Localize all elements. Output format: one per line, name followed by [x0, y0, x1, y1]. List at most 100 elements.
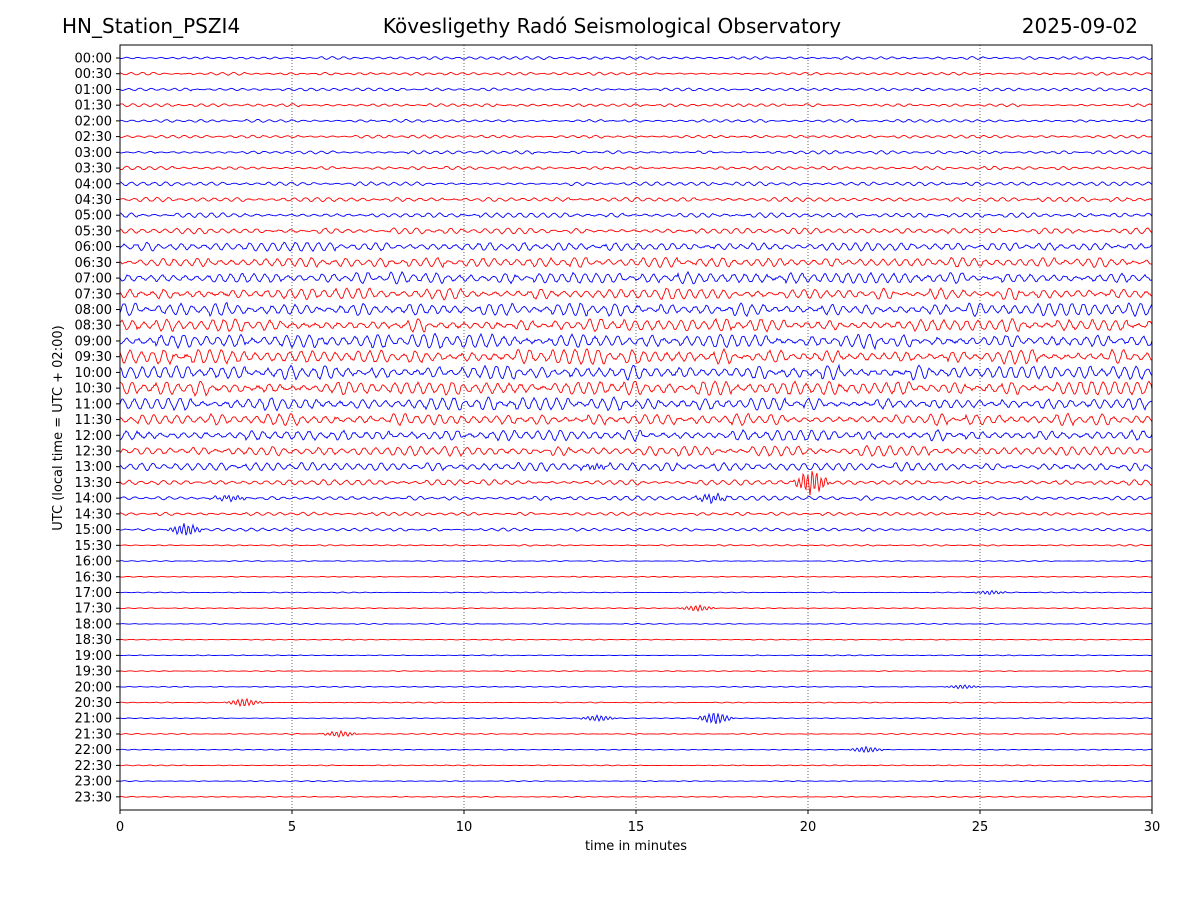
record-date: 2025-09-02	[1021, 14, 1138, 38]
y-tick-label: 17:00	[75, 586, 112, 601]
trace-0130	[119, 103, 1153, 108]
trace-layer	[119, 56, 1153, 798]
trace-1130	[119, 412, 1153, 427]
trace-0030	[119, 71, 1153, 76]
y-tick-label: 05:30	[75, 224, 112, 239]
trace-0300	[119, 149, 1153, 155]
y-tick-label: 09:00	[75, 334, 112, 349]
x-tick-label: 10	[456, 820, 473, 835]
trace-2100	[119, 712, 1152, 725]
y-tick-label: 08:30	[75, 319, 112, 334]
y-tick-label: 06:00	[75, 240, 112, 255]
trace-2300	[119, 780, 1153, 783]
trace-1030	[119, 380, 1153, 397]
trace-0630	[119, 256, 1153, 269]
y-tick-label: 10:00	[75, 366, 112, 381]
y-tick-label: 22:00	[75, 743, 112, 758]
y-tick-label: 12:30	[75, 445, 112, 460]
trace-1900	[119, 654, 1152, 657]
x-tick-label: 15	[628, 820, 645, 835]
y-tick-label: 23:30	[75, 790, 112, 805]
trace-0230	[119, 134, 1152, 139]
y-tick-label: 13:30	[75, 476, 112, 491]
trace-0330	[120, 165, 1152, 171]
y-tick-labels: 00:0000:3001:0001:3002:0002:3003:0003:30…	[75, 52, 120, 805]
trace-0100	[119, 87, 1153, 92]
trace-1600	[120, 560, 1153, 562]
trace-0500	[119, 212, 1153, 219]
y-tick-label: 04:00	[75, 177, 112, 192]
x-tick-label: 30	[1144, 820, 1161, 835]
y-tick-label: 05:00	[75, 209, 112, 224]
trace-1830	[119, 638, 1152, 641]
trace-0530	[119, 227, 1153, 235]
y-tick-label: 10:30	[75, 382, 112, 397]
y-tick-label: 14:30	[75, 507, 112, 522]
trace-0430	[119, 196, 1153, 203]
y-tick-label: 13:00	[75, 460, 112, 475]
y-tick-label: 11:00	[75, 397, 112, 412]
y-tick-label: 16:30	[75, 570, 112, 585]
trace-1200	[119, 428, 1153, 442]
trace-2130	[120, 729, 1153, 738]
y-tick-label: 18:00	[75, 617, 112, 632]
y-tick-label: 06:30	[75, 256, 112, 271]
y-tick-label: 20:00	[75, 680, 112, 695]
trace-1300	[119, 461, 1153, 473]
x-axis-label: time in minutes	[585, 839, 687, 854]
y-tick-label: 19:00	[75, 649, 112, 664]
y-tick-label: 00:00	[75, 52, 112, 67]
trace-0000	[119, 56, 1153, 61]
trace-0400	[119, 181, 1153, 187]
y-tick-label: 00:30	[75, 67, 112, 82]
trace-1100	[119, 396, 1153, 412]
y-tick-label: 03:30	[75, 162, 112, 177]
trace-0700	[119, 270, 1153, 285]
trace-0200	[119, 118, 1153, 123]
y-tick-label: 17:30	[75, 602, 112, 617]
y-axis-label: UTC (local time = UTC + 02:00)	[51, 325, 66, 530]
y-tick-label: 22:30	[75, 759, 112, 774]
trace-1930	[119, 670, 1153, 672]
trace-2230	[120, 764, 1153, 767]
y-tick-label: 21:30	[75, 727, 112, 742]
trace-1400	[119, 492, 1153, 505]
y-tick-label: 15:00	[75, 523, 112, 538]
trace-1730	[119, 604, 1153, 612]
trace-0900	[119, 332, 1153, 351]
x-tick-label: 5	[288, 820, 296, 835]
trace-1500	[119, 523, 1153, 536]
y-tick-label: 01:30	[75, 99, 112, 114]
trace-1330	[119, 471, 1152, 496]
trace-0600	[119, 241, 1153, 252]
y-tick-label: 18:30	[75, 633, 112, 648]
trace-0930	[119, 347, 1153, 366]
y-tick-label: 21:00	[75, 712, 112, 727]
trace-1800	[119, 623, 1152, 625]
y-tick-label: 03:00	[75, 146, 112, 161]
observatory-title: Kövesligethy Radó Seismological Observat…	[382, 14, 842, 38]
y-tick-label: 15:30	[75, 539, 112, 554]
y-tick-label: 02:30	[75, 130, 112, 145]
y-tick-label: 11:30	[75, 413, 112, 428]
trace-0800	[119, 301, 1153, 318]
trace-2030	[119, 697, 1153, 708]
y-tick-label: 01:00	[75, 83, 112, 98]
trace-1000	[119, 363, 1153, 381]
y-tick-label: 02:00	[75, 114, 112, 129]
trace-2330	[120, 795, 1153, 798]
trace-2200	[119, 745, 1153, 754]
trace-2000	[119, 684, 1152, 690]
y-tick-label: 12:00	[75, 429, 112, 444]
y-tick-label: 16:00	[75, 555, 112, 570]
grid-layer	[291, 45, 981, 810]
trace-1230	[119, 444, 1152, 458]
y-tick-label: 20:30	[75, 696, 112, 711]
station-name: HN_Station_PSZI4	[62, 14, 241, 38]
y-tick-label: 19:30	[75, 665, 112, 680]
y-tick-label: 04:30	[75, 193, 112, 208]
trace-1700	[120, 589, 1153, 595]
trace-1530	[119, 544, 1152, 547]
trace-1430	[119, 511, 1153, 517]
